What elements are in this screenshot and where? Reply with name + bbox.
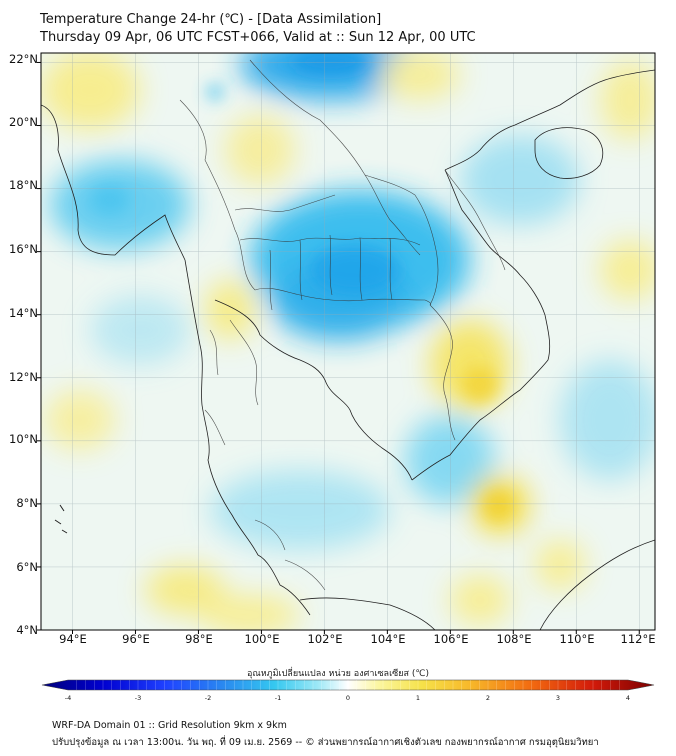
lon-label-98e: 98°E — [185, 632, 213, 646]
footer-credit: ปรับปรุงข้อมูล ณ เวลา 13:00น. วัน พฤ. ที… — [52, 737, 599, 748]
graticule-lines — [41, 53, 655, 631]
colorbar-tick: -3 — [134, 694, 142, 702]
colorbar-tick: 2 — [485, 694, 491, 702]
lon-label-102e: 102°E — [307, 632, 343, 646]
footer-domain-info: WRF-DA Domain 01 :: Grid Resolution 9km … — [52, 720, 287, 731]
lon-label-108e: 108°E — [496, 632, 532, 646]
lat-label-4n: 4°N — [16, 623, 38, 637]
lon-label-112e: 112°E — [620, 632, 656, 646]
colorbar-tick: 0 — [345, 694, 351, 702]
temperature-field — [41, 53, 655, 630]
colorbar-tick: 4 — [625, 694, 631, 702]
lon-label-106e: 106°E — [433, 632, 469, 646]
lat-label-16n: 16°N — [9, 242, 38, 256]
colorbar-tick: 3 — [555, 694, 561, 702]
admin-boundaries — [179, 59, 506, 591]
colorbar-tick: -1 — [274, 694, 282, 702]
lat-label-20n: 20°N — [9, 115, 38, 129]
colorbar-tick: -4 — [64, 694, 72, 702]
map-subtitle: Thursday 09 Apr, 06 UTC FCST+066, Valid … — [40, 30, 476, 45]
lat-label-10n: 10°N — [9, 432, 38, 446]
lon-label-94e: 94°E — [59, 632, 87, 646]
lat-label-12n: 12°N — [9, 370, 38, 384]
colorbar-tick: -2 — [204, 694, 212, 702]
lat-label-18n: 18°N — [9, 178, 38, 192]
colorbar-label: อุณหภูมิเปลี่ยนแปลง หน่วย องศาเซลเซียส (… — [246, 669, 430, 679]
lon-label-96e: 96°E — [122, 632, 150, 646]
lat-label-22n: 22°N — [9, 52, 38, 66]
lat-label-6n: 6°N — [16, 560, 38, 574]
colorbar-tick: 1 — [415, 694, 421, 702]
colorbar — [41, 679, 655, 691]
axis-ticks — [37, 61, 640, 634]
lat-label-8n: 8°N — [16, 496, 38, 510]
lon-label-110e: 110°E — [559, 632, 595, 646]
lon-label-104e: 104°E — [370, 632, 406, 646]
lat-label-14n: 14°N — [9, 306, 38, 320]
map-title: Temperature Change 24-hr (℃) - [Data Ass… — [40, 12, 382, 27]
coastlines-borders — [41, 69, 655, 630]
map-frame — [40, 52, 656, 631]
lon-label-100e: 100°E — [244, 632, 280, 646]
